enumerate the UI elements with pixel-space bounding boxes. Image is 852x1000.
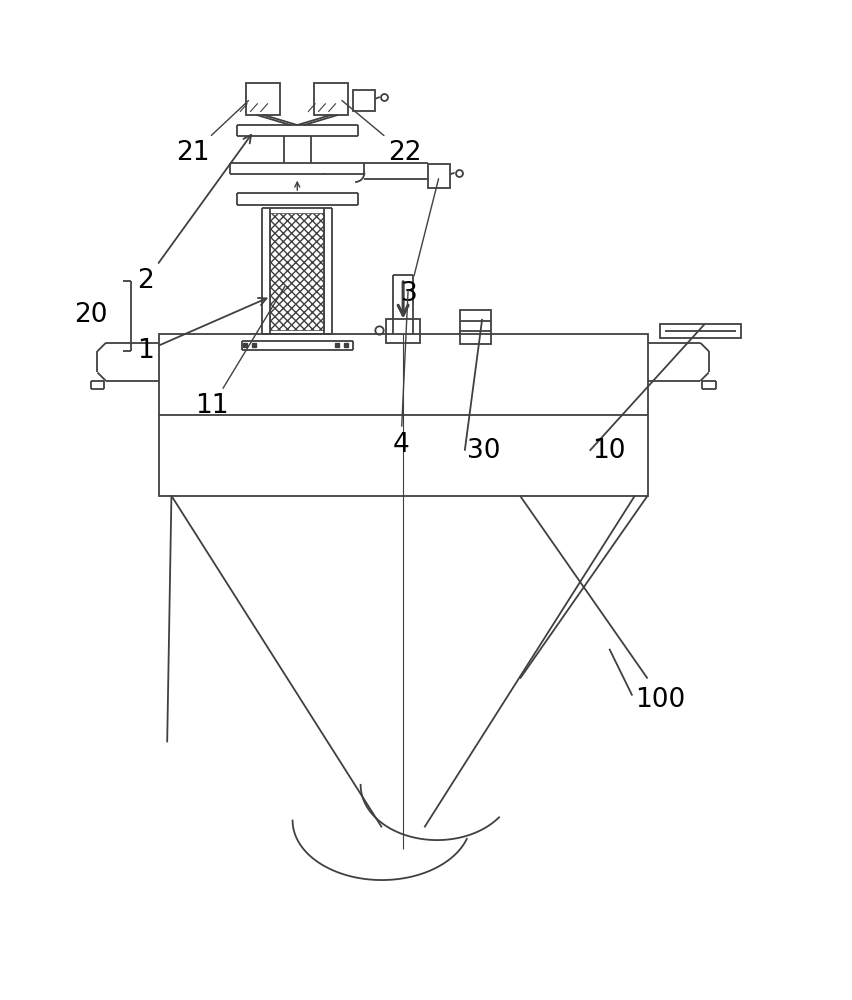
Text: 30: 30 bbox=[467, 438, 500, 464]
Text: 22: 22 bbox=[342, 100, 421, 166]
Bar bbox=[353, 90, 375, 111]
Bar bbox=[386, 319, 420, 343]
Bar bbox=[270, 213, 324, 330]
Text: 20: 20 bbox=[74, 302, 107, 328]
Text: 1: 1 bbox=[137, 298, 266, 364]
Bar bbox=[459, 310, 490, 344]
Bar bbox=[158, 334, 647, 496]
Bar bbox=[659, 324, 740, 338]
Text: 11: 11 bbox=[195, 286, 285, 419]
Text: 21: 21 bbox=[176, 101, 248, 166]
Bar bbox=[428, 164, 450, 188]
Text: 10: 10 bbox=[591, 438, 625, 464]
Text: 2: 2 bbox=[137, 135, 250, 294]
Bar bbox=[314, 83, 348, 115]
Bar bbox=[246, 83, 280, 115]
Text: 3: 3 bbox=[400, 179, 438, 307]
Text: 4: 4 bbox=[392, 290, 409, 458]
Text: 100: 100 bbox=[634, 687, 684, 713]
